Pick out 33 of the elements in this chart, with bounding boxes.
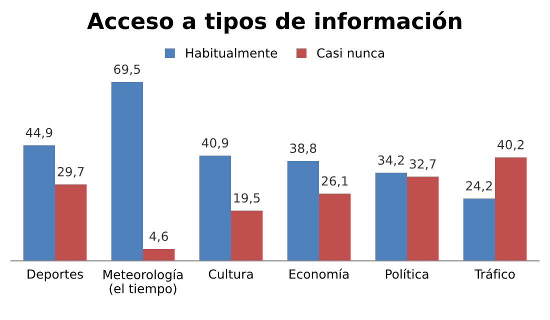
legend-label: Casi nunca	[317, 48, 384, 58]
bar	[375, 172, 407, 261]
data-label: 26,1	[322, 176, 348, 187]
x-tick-label: Cultura	[208, 269, 253, 279]
x-tick-label: Tráfico	[474, 268, 515, 279]
bar	[55, 184, 87, 261]
bar	[495, 157, 527, 261]
data-label: 40,9	[202, 138, 228, 149]
data-label: 24,2	[466, 181, 492, 192]
data-label: 69,5	[114, 64, 140, 76]
x-tick-label: Meteorología (el tiempo)	[104, 269, 183, 296]
data-label: 44,9	[26, 128, 52, 139]
bar	[319, 194, 351, 261]
bar	[231, 210, 263, 261]
x-tick-label: Economía	[290, 268, 349, 279]
bar	[463, 198, 495, 261]
bar	[407, 176, 439, 261]
data-label: 34,2	[378, 155, 404, 166]
x-tick-label: Política	[386, 268, 428, 279]
data-label: 29,7	[58, 166, 84, 178]
bar	[287, 160, 319, 261]
data-label: 32,7	[410, 159, 436, 170]
bar	[111, 82, 143, 261]
data-label: 40,2	[498, 140, 524, 151]
bar	[143, 248, 175, 261]
x-tick-label: Deportes	[28, 270, 83, 282]
chart-title: Acceso a tipos de información	[87, 11, 462, 34]
legend-label: Habitualmente	[186, 48, 278, 58]
bar	[23, 145, 55, 261]
data-label: 19,5	[234, 193, 260, 204]
bar	[199, 156, 231, 261]
data-label: 38,8	[290, 144, 316, 154]
data-label: 4,6	[150, 232, 168, 242]
